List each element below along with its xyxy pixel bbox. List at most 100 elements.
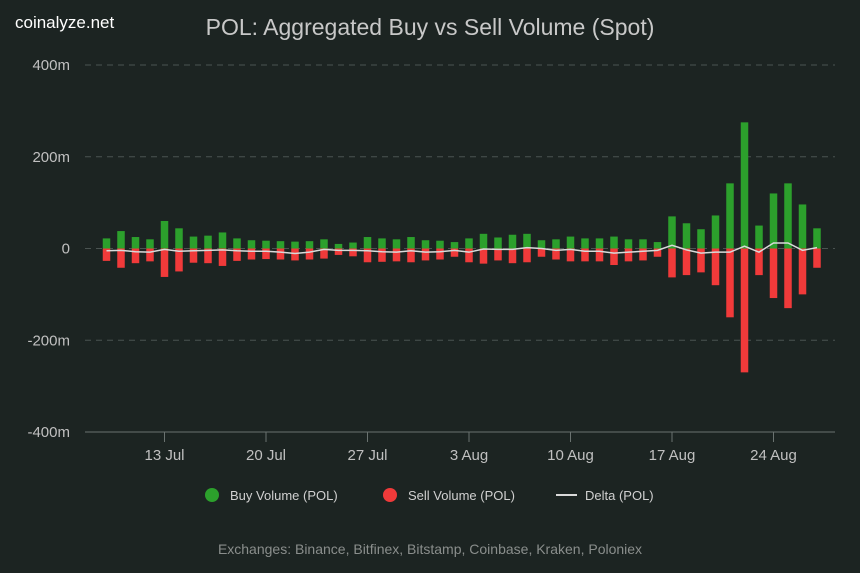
buy-bar[interactable] [726, 183, 734, 249]
sell-bar[interactable] [175, 248, 183, 272]
sell-bar[interactable] [291, 248, 299, 261]
sell-bar[interactable] [465, 248, 473, 263]
delta-line[interactable] [106, 242, 818, 255]
buy-bar[interactable] [494, 237, 502, 249]
buy-bar[interactable] [740, 122, 749, 249]
buy-bar[interactable] [262, 240, 270, 249]
sell-bar[interactable] [769, 248, 778, 299]
buy-bar[interactable] [537, 240, 546, 249]
sell-bar[interactable] [552, 248, 560, 260]
buy-bar[interactable] [813, 228, 821, 249]
buy-bar[interactable] [653, 242, 662, 249]
sell-bar[interactable] [276, 248, 285, 260]
buy-bar[interactable] [639, 239, 647, 249]
sell-bar[interactable] [102, 248, 111, 261]
sell-bar[interactable] [305, 248, 314, 260]
buy-bar[interactable] [247, 240, 256, 249]
buy-bar[interactable] [160, 220, 169, 249]
sell-bar[interactable] [740, 248, 749, 373]
sell-bar[interactable] [436, 248, 444, 260]
sell-bar[interactable] [421, 248, 430, 261]
sell-bar[interactable] [334, 248, 343, 255]
buy-bar[interactable] [595, 238, 604, 249]
buy-bar[interactable] [552, 239, 560, 249]
sell-bar[interactable] [479, 248, 488, 264]
buy-bar[interactable] [363, 237, 372, 249]
sell-bar[interactable] [407, 248, 415, 263]
buy-bar[interactable] [233, 238, 241, 249]
buy-bar[interactable] [146, 239, 154, 249]
buy-bar[interactable] [450, 242, 459, 249]
sell-bar[interactable] [378, 248, 386, 262]
sell-bar[interactable] [697, 248, 705, 273]
buy-bar[interactable] [189, 236, 198, 249]
buy-bar[interactable] [624, 239, 633, 249]
buy-bar[interactable] [755, 225, 763, 249]
sell-bar[interactable] [581, 248, 589, 262]
sell-bar[interactable] [653, 248, 662, 257]
sell-bar[interactable] [349, 248, 357, 257]
buy-bar[interactable] [566, 236, 575, 249]
buy-bar[interactable] [508, 234, 517, 249]
sell-bar[interactable] [204, 248, 212, 264]
sell-bar[interactable] [813, 248, 821, 268]
buy-bar[interactable] [131, 237, 140, 249]
buy-bar[interactable] [610, 236, 618, 249]
buy-bar[interactable] [479, 233, 488, 249]
buy-bar[interactable] [218, 232, 227, 249]
sell-bar[interactable] [798, 248, 807, 295]
sell-bar[interactable] [146, 248, 154, 262]
sell-bar[interactable] [218, 248, 227, 266]
sell-bar[interactable] [711, 248, 720, 286]
sell-bar[interactable] [131, 248, 140, 264]
sell-bar[interactable] [566, 248, 575, 262]
buy-bar[interactable] [334, 243, 343, 249]
buy-bar[interactable] [175, 228, 183, 249]
sell-bar[interactable] [639, 248, 647, 261]
buy-bar[interactable] [378, 238, 386, 249]
sell-bar[interactable] [363, 248, 372, 263]
buy-bar[interactable] [421, 240, 430, 249]
buy-bar[interactable] [798, 204, 807, 249]
buy-bar[interactable] [465, 238, 473, 249]
sell-bar[interactable] [233, 248, 241, 261]
buy-bar[interactable] [291, 241, 299, 249]
buy-bar[interactable] [407, 237, 415, 249]
sell-bar[interactable] [595, 248, 604, 262]
buy-bar[interactable] [784, 183, 792, 249]
sell-bar[interactable] [537, 248, 546, 257]
buy-bar[interactable] [581, 238, 589, 249]
sell-bar[interactable] [247, 248, 256, 260]
buy-bar[interactable] [320, 239, 328, 249]
sell-bar[interactable] [682, 248, 691, 276]
buy-bar[interactable] [117, 231, 125, 249]
site-logo[interactable]: coinalyze.net [15, 13, 115, 32]
sell-bar[interactable] [610, 248, 618, 266]
sell-bar[interactable] [320, 248, 328, 259]
buy-bar[interactable] [668, 216, 676, 249]
buy-bar[interactable] [711, 215, 720, 249]
legend-item-delta[interactable]: Delta (POL) [556, 488, 654, 503]
buy-bar[interactable] [276, 241, 285, 249]
buy-bar[interactable] [392, 239, 401, 249]
sell-bar[interactable] [668, 248, 676, 278]
sell-bar[interactable] [160, 248, 169, 277]
sell-bar[interactable] [784, 248, 792, 309]
sell-bar[interactable] [189, 248, 198, 263]
sell-bar[interactable] [726, 248, 734, 318]
buy-bar[interactable] [349, 242, 357, 249]
legend-item-buy[interactable]: Buy Volume (POL) [205, 488, 338, 503]
sell-bar[interactable] [262, 248, 270, 260]
sell-bar[interactable] [494, 248, 502, 261]
sell-bar[interactable] [523, 248, 531, 263]
buy-bar[interactable] [523, 233, 531, 249]
sell-bar[interactable] [508, 248, 517, 264]
sell-bar[interactable] [624, 248, 633, 262]
buy-bar[interactable] [305, 241, 314, 249]
buy-bar[interactable] [697, 229, 705, 249]
buy-bar[interactable] [682, 223, 691, 249]
buy-bar[interactable] [769, 193, 778, 249]
buy-bar[interactable] [436, 240, 444, 249]
sell-bar[interactable] [450, 248, 459, 257]
sell-bar[interactable] [392, 248, 401, 262]
